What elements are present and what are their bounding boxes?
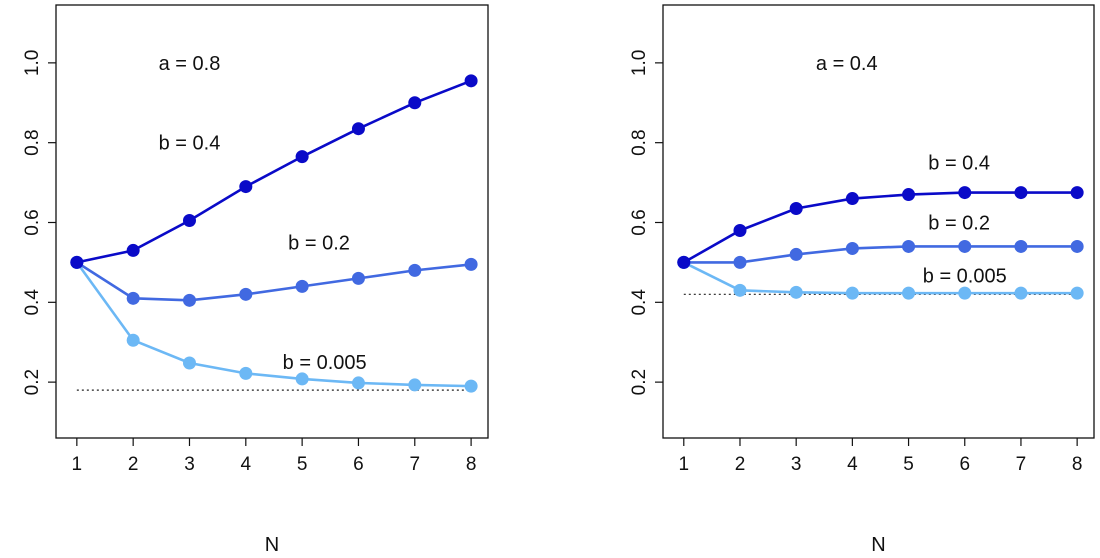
- data-point: [789, 285, 803, 299]
- data-point: [295, 372, 309, 386]
- series-b-0-2: [70, 255, 478, 307]
- panel-1: 1 2 3 4 5 6 7 8 0.2 0.4 0.6 0.8 1.0 Na = 0.8 b = 0.4 b …: [22, 4, 489, 556]
- series-line: [683, 261, 1078, 295]
- y-tick-label: 0.4: [629, 289, 650, 316]
- y-tick-label: 0.2: [22, 369, 43, 395]
- x-tick-label: 1: [72, 454, 83, 475]
- data-point: [958, 186, 972, 200]
- x-tick-label: 2: [735, 454, 746, 475]
- data-point: [351, 376, 365, 390]
- data-point: [958, 286, 972, 300]
- data-point: [845, 241, 859, 255]
- data-point: [902, 239, 916, 253]
- data-point: [464, 257, 478, 271]
- y-tick-label: 0.6: [629, 209, 650, 235]
- y-tick-label: 1.0: [22, 50, 43, 76]
- x-tick-label: 4: [241, 454, 252, 475]
- data-point: [295, 279, 309, 293]
- data-point: [845, 192, 859, 206]
- data-point: [958, 239, 972, 253]
- y-tick-label: 0.4: [22, 289, 43, 316]
- annotation-label: b = 0.4: [928, 153, 990, 175]
- data-point: [789, 202, 803, 216]
- data-point: [677, 255, 691, 269]
- data-point: [1070, 186, 1084, 200]
- data-point: [464, 74, 478, 88]
- panel-2: 1 2 3 4 5 6 7 8 0.2 0.4 0.6 0.8 1.0 Na = 0.4 b = 0.4 b …: [629, 4, 1095, 556]
- data-point: [239, 366, 253, 380]
- x-tick-label: 7: [1016, 454, 1027, 475]
- data-point: [1014, 239, 1028, 253]
- x-tick-label: 3: [184, 454, 195, 475]
- y-tick-label: 0.8: [629, 129, 650, 155]
- y-tick-label: 1.0: [629, 50, 650, 76]
- x-axis-label: N: [265, 534, 279, 556]
- x-tick-label: 8: [466, 454, 477, 475]
- data-point: [733, 255, 747, 269]
- series-line: [683, 191, 1078, 264]
- annotation-label: b = 0.005: [283, 352, 367, 374]
- x-tick-label: 6: [353, 454, 364, 475]
- data-point: [1014, 286, 1028, 300]
- x-tick-label: 6: [959, 454, 970, 475]
- data-point: [239, 180, 253, 194]
- y-tick-label: 0.2: [629, 369, 650, 395]
- x-tick-label: 5: [903, 454, 914, 475]
- series-line: [75, 261, 472, 388]
- x-tick-label: 3: [791, 454, 802, 475]
- x-tick-label: 2: [128, 454, 139, 475]
- annotation-label: b = 0.005: [923, 266, 1007, 288]
- annotation-label: a = 0.8: [159, 53, 221, 75]
- x-tick-label: 5: [297, 454, 308, 475]
- data-point: [733, 223, 747, 237]
- annotation-label: b = 0.2: [288, 232, 350, 254]
- annotation-label: b = 0.4: [159, 133, 221, 155]
- x-axis-label: N: [871, 534, 885, 556]
- data-point: [902, 286, 916, 300]
- series-line: [76, 79, 472, 264]
- series-b-0-4: [70, 74, 478, 269]
- series-line: [683, 245, 1078, 264]
- data-point: [464, 379, 478, 393]
- data-point: [408, 378, 422, 392]
- data-point: [126, 333, 140, 347]
- annotation-label: b = 0.2: [928, 212, 990, 234]
- data-point: [1014, 186, 1028, 200]
- data-point: [408, 263, 422, 277]
- y-tick-label: 0.6: [22, 209, 43, 235]
- data-point: [182, 214, 196, 228]
- annotation-label: a = 0.4: [816, 53, 878, 75]
- data-point: [351, 122, 365, 136]
- data-point: [126, 243, 140, 257]
- plot-frame: [662, 4, 1095, 439]
- data-point: [845, 286, 859, 300]
- series-line: [76, 261, 472, 302]
- data-point: [902, 188, 916, 202]
- data-point: [408, 96, 422, 110]
- x-tick-label: 1: [679, 454, 690, 475]
- data-point: [1070, 286, 1084, 300]
- data-point: [789, 247, 803, 261]
- data-point: [182, 293, 196, 307]
- plot-frame: [55, 4, 489, 439]
- data-point: [1070, 239, 1084, 253]
- series-b-0-005: [70, 255, 478, 393]
- data-point: [182, 356, 196, 370]
- series-b-0-2: [677, 239, 1084, 269]
- data-point: [351, 271, 365, 285]
- x-tick-label: 8: [1072, 454, 1083, 475]
- data-point: [70, 255, 84, 269]
- data-point: [126, 291, 140, 305]
- x-tick-label: 4: [847, 454, 858, 475]
- y-tick-label: 0.8: [22, 129, 43, 155]
- data-point: [733, 283, 747, 297]
- data-point: [239, 287, 253, 301]
- x-tick-label: 7: [409, 454, 420, 475]
- data-point: [295, 150, 309, 164]
- series-b-0-4: [677, 186, 1084, 269]
